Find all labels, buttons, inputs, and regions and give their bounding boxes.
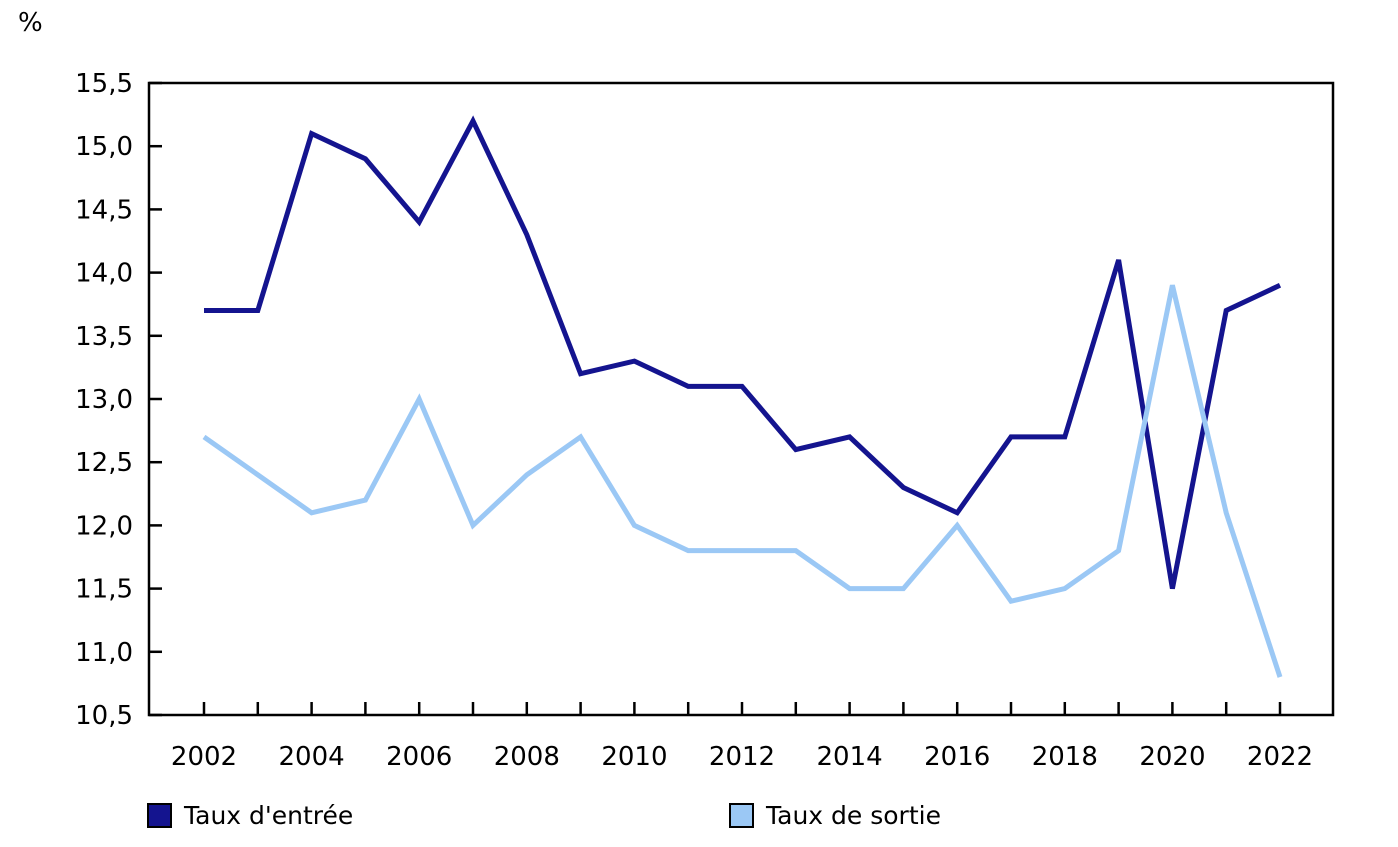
y-tick-label: 14,5: [75, 195, 133, 225]
x-tick-label: 2014: [817, 742, 883, 772]
y-tick-label: 14,0: [75, 259, 133, 289]
y-tick-label: 10,5: [75, 701, 133, 731]
y-tick-label: 11,0: [75, 638, 133, 668]
legend-item-entry-rate: Taux d'entrée: [147, 801, 353, 830]
x-tick-label: 2020: [1139, 742, 1205, 772]
y-tick-label: 11,5: [75, 575, 133, 605]
x-tick-label: 2022: [1247, 742, 1313, 772]
x-tick-label: 2006: [386, 742, 452, 772]
y-tick-label: 13,5: [75, 322, 133, 352]
legend-swatch-entry-rate: [147, 803, 172, 828]
legend-label-entry-rate: Taux d'entrée: [184, 801, 354, 830]
x-tick-label: 2010: [601, 742, 667, 772]
series-line-exit-rate: [202, 284, 1283, 678]
x-tick-label: 2018: [1032, 742, 1098, 772]
x-tick-label: 2016: [924, 742, 990, 772]
plot-border: [147, 81, 1335, 717]
y-tick-label: 15,5: [75, 69, 133, 99]
x-tick-label: 2012: [709, 742, 775, 772]
y-tick-label: 15,0: [75, 132, 133, 162]
x-tick-label: 2008: [494, 742, 560, 772]
y-tick-label: 13,0: [75, 385, 133, 415]
legend-swatch-exit-rate: [729, 803, 754, 828]
y-tick-label: 12,0: [75, 511, 133, 541]
x-tick-label: 2004: [279, 742, 345, 772]
y-tick-label: 12,5: [75, 448, 133, 478]
legend-label-exit-rate: Taux de sortie: [766, 801, 941, 830]
series-line-entry-rate: [204, 115, 1282, 590]
x-tick-label: 2002: [171, 742, 237, 772]
legend-item-exit-rate: Taux de sortie: [729, 801, 941, 830]
y-axis-unit-label: %: [18, 8, 43, 38]
